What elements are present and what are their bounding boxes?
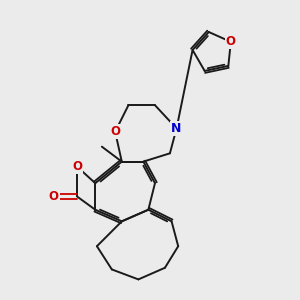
Text: N: N — [171, 122, 182, 135]
Text: O: O — [110, 125, 120, 138]
Text: O: O — [49, 190, 59, 203]
Text: O: O — [72, 160, 82, 173]
Text: O: O — [226, 35, 236, 48]
